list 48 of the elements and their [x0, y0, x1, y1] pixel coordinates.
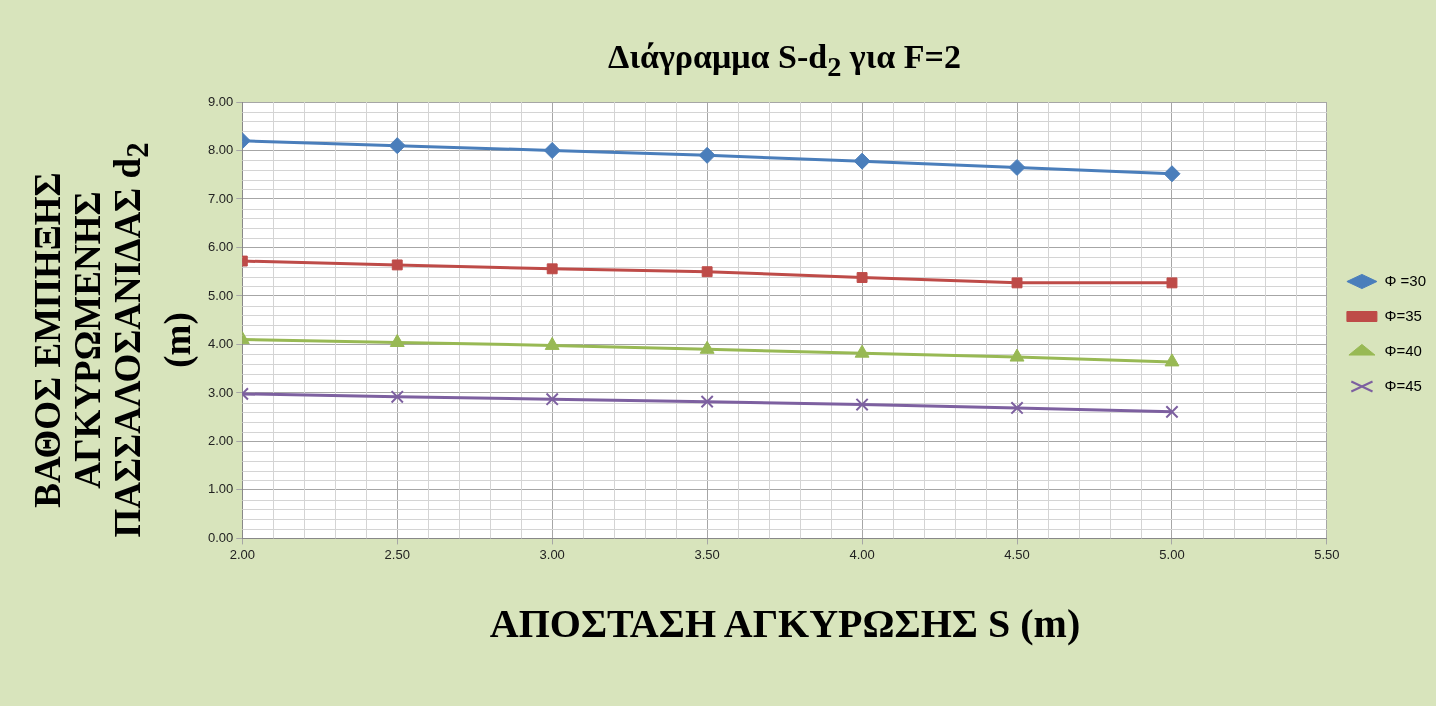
- point: [543, 141, 561, 159]
- x-tick-label: 2.50: [384, 546, 410, 562]
- y-tick-label: 8.00: [207, 142, 234, 158]
- y-tick-label: 6.00: [207, 239, 234, 255]
- x-tick-label: 3.00: [539, 546, 565, 562]
- y-tick-label: 2.00: [207, 433, 234, 448]
- x-tick-label: 3.50: [694, 546, 720, 562]
- point: [546, 263, 558, 275]
- point: [698, 146, 716, 164]
- point: [1011, 277, 1023, 289]
- point: [856, 272, 868, 283]
- point: [545, 392, 559, 406]
- point: [1163, 165, 1181, 183]
- legend-label: Φ=40: [1384, 341, 1422, 359]
- point: [1166, 277, 1178, 289]
- x-tick-label: 5.00: [1159, 546, 1185, 562]
- y-tick-label: 3.00: [207, 384, 234, 400]
- x-tick-label: 2.00: [229, 546, 255, 562]
- y-tick-label: 1.00: [207, 481, 234, 497]
- point: [391, 259, 403, 271]
- y-tick-label: 0.00: [207, 529, 234, 545]
- point: [700, 395, 714, 409]
- legend-label: Φ =30: [1384, 271, 1427, 289]
- point: [1164, 353, 1180, 367]
- point: [699, 340, 715, 354]
- y-tick-label: 4.00: [207, 336, 234, 352]
- y-tick-label: 5.00: [207, 287, 234, 303]
- legend-label: Φ=45: [1384, 376, 1422, 394]
- point: [1010, 401, 1024, 415]
- point: [388, 137, 406, 155]
- x-tick-label: 4.00: [849, 546, 875, 562]
- x-tick-label: 5.50: [1314, 546, 1340, 562]
- point: [390, 390, 404, 404]
- point: [853, 152, 871, 170]
- y-tick-label: 7.00: [207, 190, 234, 206]
- point: [389, 334, 405, 348]
- chart-title: Διάγραμμα S-d$_{2}$ για F=2: [607, 38, 962, 83]
- x-tick-label: 4.50: [1004, 546, 1030, 562]
- legend-label: Φ=35: [1384, 306, 1422, 324]
- point: [544, 336, 560, 350]
- point: [1008, 158, 1026, 176]
- x-axis-title: ΑΠΟΣΤΑΣΗ ΑΓΚΥΡΩΣΗΣ S (m): [488, 600, 1082, 648]
- point: [1165, 405, 1179, 419]
- point: [855, 397, 869, 412]
- point: [854, 344, 870, 358]
- point: [701, 266, 713, 278]
- y-tick-label: 9.00: [207, 93, 234, 109]
- point: [1009, 348, 1025, 362]
